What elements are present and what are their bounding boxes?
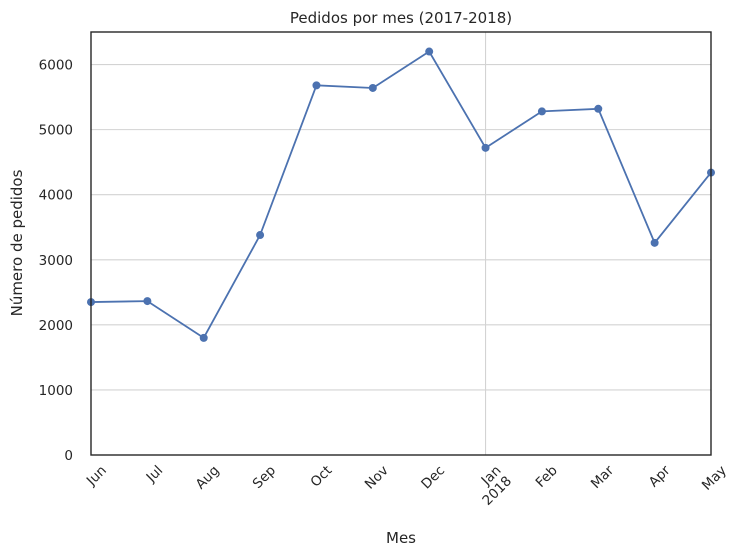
y-tick-label: 5000 xyxy=(39,123,73,139)
data-point xyxy=(199,333,208,342)
data-point xyxy=(312,81,321,90)
series-layer xyxy=(87,47,715,342)
series-line xyxy=(90,50,712,340)
data-point xyxy=(650,238,659,247)
data-point xyxy=(594,104,603,113)
y-axis-label: Número de pedidos xyxy=(8,169,26,316)
data-point xyxy=(425,47,434,56)
y-tick-label: 2000 xyxy=(39,318,73,334)
x-axis-label: Mes xyxy=(386,529,416,547)
chart-title: Pedidos por mes (2017-2018) xyxy=(290,9,512,27)
plot-frame xyxy=(90,31,712,456)
data-point xyxy=(537,107,546,116)
y-tick-label: 0 xyxy=(64,448,73,464)
data-point xyxy=(143,297,152,306)
y-tick-label: 3000 xyxy=(39,253,73,269)
data-point xyxy=(256,231,265,240)
y-tick-label: 4000 xyxy=(39,188,73,204)
y-tick-label: 6000 xyxy=(39,58,73,74)
data-point xyxy=(368,83,377,92)
data-point xyxy=(481,143,490,152)
y-tick-label: 1000 xyxy=(39,383,73,399)
